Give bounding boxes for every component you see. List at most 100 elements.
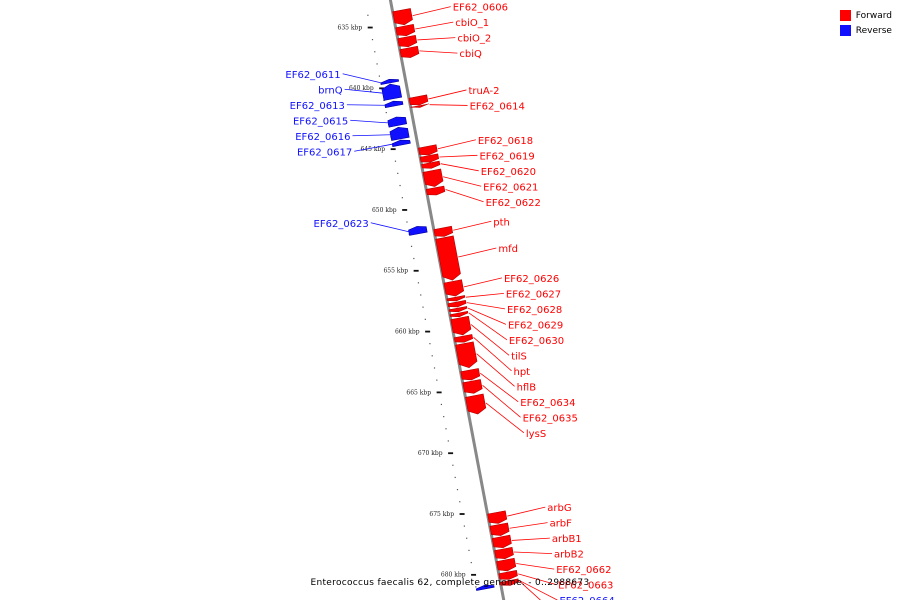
gene-label-EF62_0611[interactable]: EF62_0611 bbox=[285, 70, 340, 81]
gene-label-EF62_0606[interactable]: EF62_0606 bbox=[453, 3, 508, 14]
gene-hpt[interactable] bbox=[453, 334, 474, 343]
gene-EF62_0628[interactable] bbox=[447, 300, 467, 308]
gene-label-EF62_0622[interactable]: EF62_0622 bbox=[486, 198, 541, 209]
tick-label: 650 kbp bbox=[372, 207, 397, 214]
gene-lysS[interactable] bbox=[465, 393, 487, 415]
gene-truA-2[interactable] bbox=[408, 94, 429, 106]
minor-tick bbox=[466, 537, 468, 539]
minor-tick bbox=[374, 51, 376, 53]
gene-label-EF62_0635[interactable]: EF62_0635 bbox=[523, 413, 578, 424]
gene-EF62_0617[interactable] bbox=[391, 139, 411, 147]
minor-tick bbox=[468, 549, 470, 552]
gene-label-lysS[interactable]: lysS bbox=[526, 429, 546, 440]
gene-label-EF62_0628[interactable]: EF62_0628 bbox=[507, 305, 562, 316]
gene-label-EF62_0617[interactable]: EF62_0617 bbox=[297, 147, 352, 158]
gene-EF62_0622[interactable] bbox=[425, 185, 446, 196]
gene-label-EF62_0620[interactable]: EF62_0620 bbox=[481, 167, 536, 178]
gene-cbiO_1[interactable] bbox=[395, 23, 416, 37]
gene-label-cbiO_1[interactable]: cbiO_1 bbox=[455, 18, 489, 29]
label-leader bbox=[516, 563, 555, 570]
gene-label-EF62_0663[interactable]: EF62_0663 bbox=[558, 581, 613, 592]
gene-EF62_0615[interactable] bbox=[387, 116, 408, 128]
gene-label-EF62_0623[interactable]: EF62_0623 bbox=[314, 219, 369, 230]
gene-EF62_0614[interactable] bbox=[410, 103, 429, 108]
gene-EF62_0623[interactable] bbox=[408, 226, 428, 236]
gene-EF62_0629[interactable] bbox=[448, 306, 468, 313]
minor-tick bbox=[378, 75, 380, 77]
gene-label-EF62_0616[interactable]: EF62_0616 bbox=[295, 132, 350, 143]
minor-tick bbox=[417, 282, 420, 284]
gene-cbiO_2[interactable] bbox=[397, 34, 418, 48]
gene-brnQ[interactable] bbox=[381, 83, 403, 101]
gene-EF62_0635[interactable] bbox=[462, 379, 483, 394]
gene-cbiQ[interactable] bbox=[399, 45, 420, 58]
gene-EF62_0662[interactable] bbox=[496, 557, 517, 572]
gene-label-EF62_0662[interactable]: EF62_0662 bbox=[556, 565, 611, 576]
gene-EF62_0627[interactable] bbox=[446, 295, 466, 302]
gene-label-EF62_0618[interactable]: EF62_0618 bbox=[478, 136, 533, 147]
gene-EF62_0620[interactable] bbox=[421, 160, 441, 169]
gene-EF62_0663[interactable] bbox=[498, 570, 518, 580]
gene-EF62_0664[interactable] bbox=[475, 584, 495, 591]
gene-label-EF62_0629[interactable]: EF62_0629 bbox=[508, 320, 563, 331]
gene-mfd[interactable] bbox=[435, 235, 461, 281]
gene-EF62_0634[interactable] bbox=[460, 368, 481, 381]
major-tick bbox=[425, 330, 431, 333]
gene-label-tilS[interactable]: tilS bbox=[511, 351, 527, 362]
gene-EF62_0616[interactable] bbox=[389, 126, 410, 141]
gene-EF62_0626[interactable] bbox=[443, 279, 465, 297]
minor-tick bbox=[436, 379, 438, 381]
gene-label-EF62_0615[interactable]: EF62_0615 bbox=[293, 116, 348, 127]
gene-label-hflB[interactable]: hflB bbox=[517, 382, 537, 393]
label-leader bbox=[466, 302, 506, 310]
gene-label-EF62_0664[interactable]: EF62_0664 bbox=[559, 596, 614, 600]
label-leader bbox=[370, 222, 409, 233]
gene-label-EF62_0621[interactable]: EF62_0621 bbox=[483, 182, 538, 193]
gene-label-pth[interactable]: pth bbox=[493, 217, 510, 228]
gene-EF62_0630[interactable] bbox=[449, 310, 469, 318]
gene-label-cbiO_2[interactable]: cbiO_2 bbox=[457, 34, 491, 45]
label-leader bbox=[428, 89, 467, 100]
minor-tick bbox=[376, 63, 378, 65]
gene-ogt[interactable] bbox=[500, 578, 520, 586]
gene-hflB[interactable] bbox=[455, 341, 478, 369]
gene-arbB2[interactable] bbox=[494, 546, 514, 560]
gene-EF62_0619[interactable] bbox=[419, 153, 440, 163]
gene-label-arbF[interactable]: arbF bbox=[550, 519, 573, 530]
label-leader bbox=[473, 337, 512, 372]
gene-arbG[interactable] bbox=[487, 510, 508, 524]
gene-label-EF62_0614[interactable]: EF62_0614 bbox=[470, 101, 525, 112]
minor-tick bbox=[459, 501, 461, 503]
forward-swatch-icon bbox=[839, 10, 851, 21]
minor-tick bbox=[399, 184, 401, 187]
minor-tick bbox=[406, 221, 408, 223]
gene-label-arbB1[interactable]: arbB1 bbox=[552, 534, 582, 545]
gene-label-mfd[interactable]: mfd bbox=[498, 244, 518, 255]
legend-label-forward: Forward bbox=[855, 10, 892, 21]
label-leader bbox=[518, 573, 557, 585]
gene-EF62_0606[interactable] bbox=[392, 8, 413, 26]
gene-EF62_0621[interactable] bbox=[422, 168, 444, 187]
gene-label-EF62_0613[interactable]: EF62_0613 bbox=[290, 101, 345, 112]
gene-tilS[interactable] bbox=[450, 315, 472, 336]
gene-label-EF62_0627[interactable]: EF62_0627 bbox=[506, 289, 561, 300]
gene-features bbox=[380, 8, 520, 591]
gene-label-truA-2[interactable]: truA-2 bbox=[468, 86, 499, 97]
gene-label-brnQ[interactable]: brnQ bbox=[318, 85, 343, 96]
gene-label-EF62_0626[interactable]: EF62_0626 bbox=[504, 274, 559, 285]
gene-label-hpt[interactable]: hpt bbox=[514, 367, 531, 378]
gene-label-arbG[interactable]: arbG bbox=[547, 503, 571, 514]
gene-EF62_0618[interactable] bbox=[418, 144, 438, 156]
gene-EF62_0613[interactable] bbox=[384, 100, 404, 109]
gene-arbF[interactable] bbox=[489, 522, 510, 536]
minor-tick bbox=[397, 172, 399, 174]
gene-label-EF62_0634[interactable]: EF62_0634 bbox=[520, 398, 575, 409]
gene-pth[interactable] bbox=[433, 225, 454, 237]
gene-label-EF62_0630[interactable]: EF62_0630 bbox=[509, 336, 564, 347]
gene-label-arbB2[interactable]: arbB2 bbox=[554, 550, 584, 561]
gene-EF62_0611[interactable] bbox=[380, 78, 400, 85]
label-leader bbox=[415, 21, 454, 30]
gene-label-EF62_0619[interactable]: EF62_0619 bbox=[479, 151, 534, 162]
gene-label-cbiQ[interactable]: cbiQ bbox=[459, 49, 482, 60]
gene-arbB1[interactable] bbox=[491, 534, 512, 549]
